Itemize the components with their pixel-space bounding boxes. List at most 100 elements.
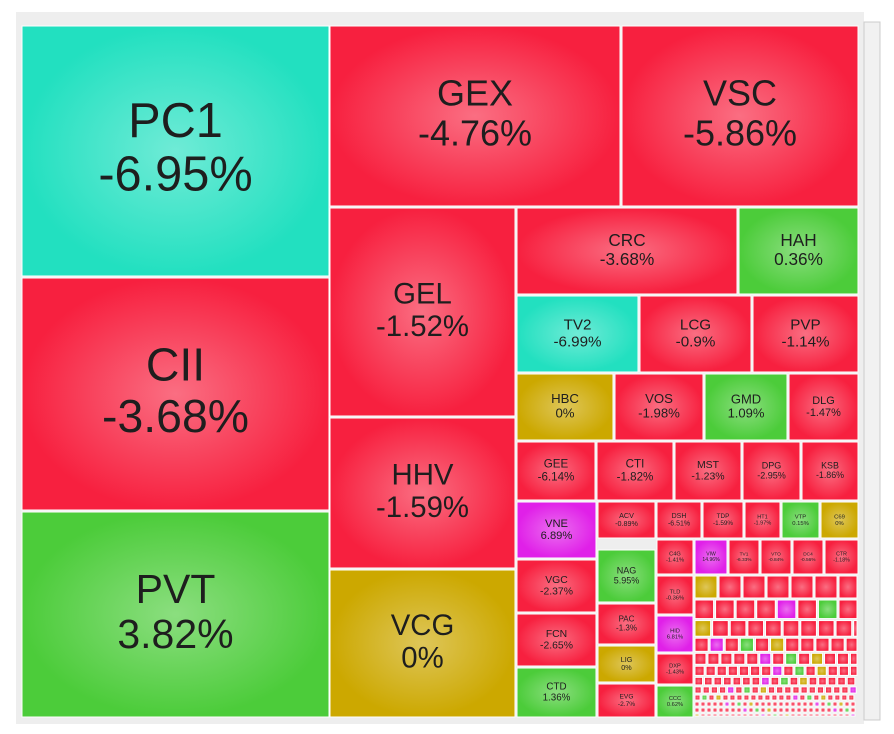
small-tile (742, 676, 751, 686)
tile-label: VGC (545, 575, 568, 586)
tile-label: VSC (703, 73, 777, 114)
small-tile (837, 652, 849, 665)
small-tile (704, 676, 713, 686)
small-tile (694, 676, 704, 686)
small-tile (814, 575, 838, 599)
small-tile (780, 676, 789, 686)
tile (329, 25, 621, 207)
small-tile (820, 694, 827, 701)
small-tile (718, 575, 742, 599)
tile-label: HAH (780, 230, 816, 250)
tile-value: -0.9% (676, 333, 716, 350)
small-tile (739, 637, 754, 652)
small-tile (743, 694, 750, 701)
small-tile (736, 694, 743, 701)
small-tile (694, 707, 700, 713)
tile-value: -1.98% (638, 406, 680, 421)
tile-value: 1.36% (543, 692, 571, 703)
small-tile (838, 701, 844, 707)
tile (516, 207, 738, 295)
small-tile (736, 713, 742, 717)
small-tile (750, 665, 761, 676)
tile (639, 295, 752, 373)
small-tile (838, 575, 858, 599)
tile-label: TLD (670, 589, 681, 595)
small-tile (794, 665, 805, 676)
tiles: PC1-6.95%CII-3.68%PVT3.82%GEX-4.76%VSC-5… (21, 25, 859, 718)
small-tile (808, 686, 816, 694)
small-tile (694, 686, 702, 694)
small-tile (713, 676, 723, 686)
small-tile (716, 665, 727, 676)
tile (21, 277, 330, 511)
tile (656, 539, 694, 575)
tile-value: -6.33% (736, 557, 752, 563)
small-tile (772, 707, 778, 713)
tile-label: HT1 (757, 514, 767, 520)
tile-value: 0% (621, 663, 632, 672)
tile-value: -1.41% (666, 558, 684, 564)
small-tile (707, 652, 720, 665)
tile-value: -2.7% (618, 701, 635, 708)
small-tile (792, 694, 799, 701)
small-tile (827, 665, 838, 676)
small-tile (805, 665, 816, 676)
tile-value: -3.68% (600, 249, 654, 269)
tile (329, 569, 516, 718)
small-tile (772, 652, 785, 665)
small-tile (736, 707, 742, 713)
scrollbar[interactable] (863, 21, 881, 721)
small-tile (754, 713, 760, 717)
tile-value: 0.36% (774, 249, 823, 269)
tile-label: DSH (672, 513, 687, 520)
small-tile (844, 701, 850, 707)
small-tile (853, 620, 858, 637)
small-tile (814, 707, 820, 713)
tile-label: PVT (136, 566, 216, 612)
tile-label: C69 (834, 514, 845, 520)
small-tile (730, 707, 736, 713)
small-tile (706, 701, 712, 707)
small-tile (694, 637, 709, 652)
tile (792, 539, 824, 575)
tile-label: CII (146, 339, 205, 391)
small-tile (712, 713, 718, 717)
tile (516, 373, 614, 441)
small-tile (820, 713, 826, 717)
small-tile (846, 676, 856, 686)
tile-label: CRC (608, 230, 645, 250)
tile (656, 653, 694, 685)
tile (516, 559, 597, 613)
tile-value: -1.18% (833, 557, 850, 563)
tile-label: CCC (669, 696, 681, 702)
tile-value: -1.82% (617, 470, 654, 483)
tile-label: DPG (762, 460, 782, 470)
tile-label: HHV (392, 459, 454, 492)
small-tile (767, 686, 776, 694)
small-tile (742, 713, 748, 717)
small-tile (849, 686, 857, 694)
small-tile (818, 676, 827, 686)
small-tile (806, 694, 813, 701)
small-tile (808, 713, 814, 717)
small-tile (820, 701, 826, 707)
small-tile (824, 652, 837, 665)
small-tile (751, 676, 761, 686)
small-tile (730, 701, 736, 707)
tile (702, 501, 744, 539)
tile-value: -1.59% (713, 520, 733, 527)
small-tile (827, 676, 837, 686)
tile-value: 3.82% (117, 611, 233, 657)
small-tile (778, 707, 784, 713)
small-tile (802, 707, 808, 713)
tile (614, 373, 704, 441)
small-tile (760, 701, 766, 707)
small-tile (813, 694, 820, 701)
small-tile (694, 620, 712, 637)
tile-label: LCG (680, 317, 711, 334)
small-tile (718, 707, 724, 713)
small-tile (735, 599, 756, 620)
small-tile (700, 707, 706, 713)
tile-label: GEX (437, 73, 513, 114)
tile (704, 373, 788, 441)
